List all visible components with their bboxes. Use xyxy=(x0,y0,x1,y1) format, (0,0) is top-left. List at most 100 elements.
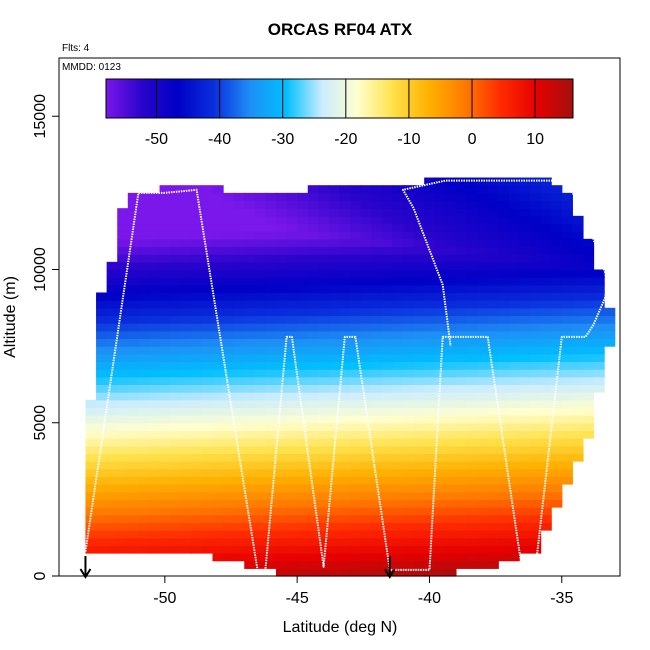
heatmap-cell xyxy=(572,445,584,454)
heatmap-cell xyxy=(318,223,330,232)
heatmap-cell xyxy=(445,384,457,393)
heatmap-cell xyxy=(318,185,330,194)
heatmap-cell xyxy=(413,246,425,255)
heatmap-cell xyxy=(212,277,224,286)
heatmap-cell xyxy=(455,507,468,516)
heatmap-cell xyxy=(498,514,510,523)
heatmap-cell xyxy=(106,353,118,363)
heatmap-cell xyxy=(530,476,542,485)
heatmap-cell xyxy=(455,338,468,347)
heatmap-cell xyxy=(466,346,478,355)
heatmap-cell xyxy=(180,315,192,324)
heatmap-cell xyxy=(466,476,478,485)
heatmap-cell xyxy=(551,430,563,439)
heatmap-cell xyxy=(466,284,478,294)
heatmap-cell xyxy=(540,177,552,186)
heatmap-cell xyxy=(508,315,521,324)
heatmap-cell xyxy=(117,323,129,332)
heatmap-cell xyxy=(223,476,235,485)
heatmap-cell xyxy=(498,208,510,217)
heatmap-cell xyxy=(286,369,298,378)
heatmap-cell xyxy=(328,223,341,232)
heatmap-cell xyxy=(318,376,330,386)
heatmap-cell xyxy=(201,223,214,232)
heatmap-cell xyxy=(477,215,489,225)
heatmap-cell xyxy=(434,484,446,493)
heatmap-cell xyxy=(350,238,362,248)
heatmap-cell xyxy=(371,545,383,554)
heatmap-cell xyxy=(360,338,372,347)
heatmap-cell xyxy=(519,208,531,217)
heatmap-cell xyxy=(148,284,161,294)
heatmap-cell xyxy=(371,407,383,416)
heatmap-cell xyxy=(434,407,446,416)
heatmap-cell xyxy=(85,491,97,500)
heatmap-cell xyxy=(392,292,404,301)
heatmap-cell xyxy=(434,238,446,248)
heatmap-cell xyxy=(371,514,383,523)
heatmap-cell xyxy=(360,200,372,209)
heatmap-cell xyxy=(360,254,372,263)
heatmap-cell xyxy=(244,415,256,424)
heatmap-cell xyxy=(424,384,436,393)
heatmap-cell xyxy=(148,491,161,500)
heatmap-cell xyxy=(561,284,573,294)
heatmap-cell xyxy=(413,200,425,209)
heatmap-cell xyxy=(551,192,563,202)
heatmap-cell xyxy=(530,514,542,523)
heatmap-cell xyxy=(403,300,415,309)
heatmap-cell xyxy=(233,438,245,447)
heatmap-cell xyxy=(148,422,161,432)
heatmap-cell xyxy=(339,445,351,454)
heatmap-cell xyxy=(138,491,150,500)
heatmap-cell xyxy=(434,300,446,309)
heatmap-cell xyxy=(201,346,214,355)
heatmap-cell xyxy=(148,514,161,523)
heatmap-cell xyxy=(201,338,214,347)
heatmap-cell xyxy=(434,438,446,447)
heatmap-cell xyxy=(307,277,319,286)
heatmap-cell xyxy=(191,330,203,340)
heatmap-cell xyxy=(297,537,309,546)
heatmap-cell xyxy=(508,231,521,240)
heatmap-cell xyxy=(127,445,139,454)
heatmap-cell xyxy=(233,499,245,508)
heatmap-cell xyxy=(148,484,161,493)
heatmap-cell xyxy=(244,231,256,240)
heatmap-cell xyxy=(434,468,446,477)
heatmap-cell xyxy=(254,300,266,309)
heatmap-cell xyxy=(170,346,182,355)
heatmap-cell xyxy=(371,568,383,577)
heatmap-cell xyxy=(191,384,203,393)
heatmap-cell xyxy=(159,192,171,202)
heatmap-cell xyxy=(127,499,139,508)
heatmap-cell xyxy=(254,384,266,393)
heatmap-cell xyxy=(265,323,277,332)
heatmap-cell xyxy=(138,369,150,378)
heatmap-cell xyxy=(540,353,552,363)
heatmap-cell xyxy=(307,445,319,454)
heatmap-cell xyxy=(286,361,298,370)
heatmap-cell xyxy=(381,407,394,416)
heatmap-cell xyxy=(286,392,298,401)
heatmap-cell xyxy=(148,507,161,516)
heatmap-cell xyxy=(127,231,139,240)
heatmap-cell xyxy=(339,208,351,217)
heatmap-cell xyxy=(350,215,362,225)
heatmap-cell xyxy=(466,499,478,508)
heatmap-cell xyxy=(360,231,372,240)
heatmap-cell xyxy=(572,269,584,278)
heatmap-cell xyxy=(223,537,235,546)
heatmap-cell xyxy=(233,392,245,401)
heatmap-cell xyxy=(339,384,351,393)
heatmap-cell xyxy=(466,323,478,332)
heatmap-cell xyxy=(286,307,298,317)
heatmap-cell xyxy=(191,415,203,424)
heatmap-cell xyxy=(540,491,552,500)
heatmap-cell xyxy=(466,530,478,539)
heatmap-cell xyxy=(307,185,319,194)
heatmap-cell xyxy=(212,369,224,378)
heatmap-cell xyxy=(170,461,182,470)
heatmap-cell xyxy=(540,284,552,294)
heatmap-cell xyxy=(180,353,192,363)
